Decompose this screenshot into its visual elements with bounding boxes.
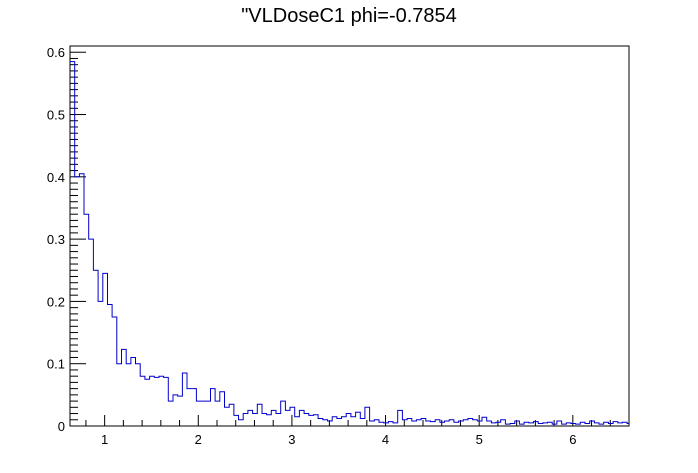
x-tick-label: 5 bbox=[476, 432, 483, 447]
histogram-line bbox=[70, 61, 629, 425]
x-tick-label: 2 bbox=[195, 432, 202, 447]
x-tick-label: 6 bbox=[569, 432, 576, 447]
y-tick-label: 0.2 bbox=[47, 294, 65, 309]
x-tick-label: 3 bbox=[288, 432, 295, 447]
y-tick-label: 0.4 bbox=[47, 170, 65, 185]
y-tick-label: 0.3 bbox=[47, 232, 65, 247]
y-axis: 0 0.1 0.2 0.3 0.4 0.5 0.6 bbox=[47, 45, 86, 434]
chart-title: "VLDoseC1 phi=-0.7854 bbox=[241, 5, 457, 27]
y-tick-label: 0.5 bbox=[47, 108, 65, 123]
x-tick-label: 4 bbox=[382, 432, 389, 447]
x-axis: 1 2 3 4 5 6 bbox=[85, 415, 630, 447]
y-tick-label: 0.1 bbox=[47, 357, 65, 372]
x-tick-label: 1 bbox=[101, 432, 108, 447]
y-tick-label: 0 bbox=[58, 419, 65, 434]
plot-frame bbox=[69, 45, 630, 427]
y-tick-label: 0.6 bbox=[47, 45, 65, 60]
